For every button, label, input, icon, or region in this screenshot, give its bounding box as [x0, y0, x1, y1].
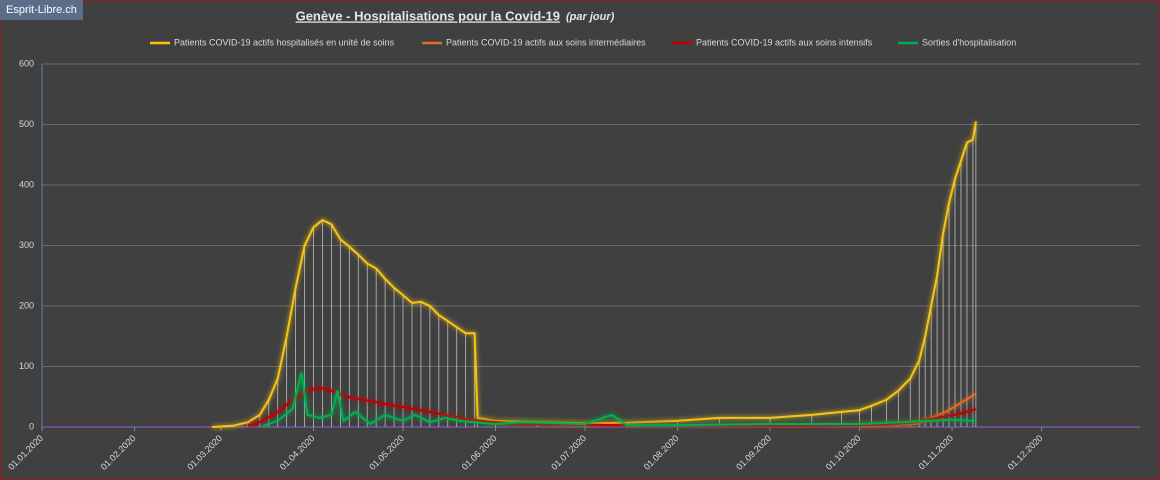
y-tick-label: 0: [29, 421, 34, 431]
legend-label: Patients COVID-19 actifs aux soins inten…: [696, 37, 873, 47]
y-tick-label: 500: [19, 119, 34, 129]
y-tick-label: 600: [19, 58, 34, 68]
chart-title: Genève - Hospitalisations pour la Covid-…: [296, 8, 560, 23]
watermark: Esprit-Libre.ch: [0, 0, 83, 20]
y-tick-label: 100: [19, 361, 34, 371]
y-tick-label: 200: [19, 300, 34, 310]
legend-label: Patients COVID-19 actifs hospitalisés en…: [174, 37, 395, 47]
y-tick-label: 300: [19, 240, 34, 250]
legend-label: Patients COVID-19 actifs aux soins inter…: [446, 37, 646, 47]
series-line: [212, 121, 977, 428]
legend-label: Sorties d'hospitalisation: [922, 37, 1016, 47]
chart-subtitle: (par jour): [566, 11, 615, 23]
y-tick-label: 400: [19, 179, 34, 189]
series-line: [262, 372, 976, 427]
